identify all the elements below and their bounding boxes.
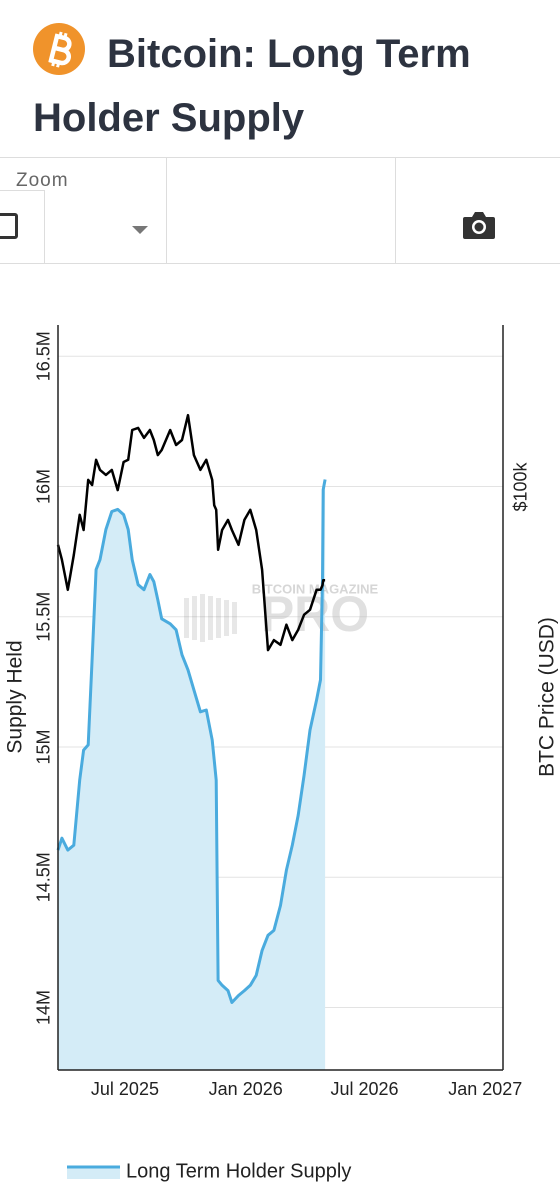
toolbar-divider: [395, 158, 396, 263]
x-tick-label: Jan 2026: [209, 1079, 283, 1099]
watermark: [184, 594, 237, 642]
x-tick-label: Jul 2025: [91, 1079, 159, 1099]
legend-swatch-fill: [67, 1167, 120, 1179]
page-header: Bitcoin: Long Term Holder Supply: [33, 22, 533, 150]
y-tick-label: 14.5M: [34, 852, 54, 902]
area: [58, 479, 326, 1070]
y-axis-title: Supply Held: [4, 640, 27, 753]
bitcoin-icon: [33, 23, 85, 75]
y-tick-label: 15M: [34, 729, 54, 764]
toolbar: Zoom: [0, 157, 560, 264]
zoom-button[interactable]: [0, 213, 18, 239]
watermark-small: BITCOIN MAGAZINE: [252, 581, 379, 596]
x-tick-label: Jul 2026: [330, 1079, 398, 1099]
y-tick-label: 14M: [34, 990, 54, 1025]
y-tick-label: 15.5M: [34, 592, 54, 642]
y2-axis-title: BTC Price (USD): [536, 617, 559, 777]
y-tick-label: 16M: [34, 469, 54, 504]
toolbar-divider: [44, 190, 45, 263]
toolbar-divider: [0, 190, 44, 191]
camera-button[interactable]: [462, 210, 496, 240]
legend-label: Long Term Holder Supply: [126, 1160, 351, 1182]
line: [56, 479, 327, 1004]
page-title: Bitcoin: Long Term Holder Supply: [33, 32, 471, 140]
line: [56, 413, 326, 652]
y2-tick-label: $100k: [511, 461, 531, 511]
y-tick-label: 16.5M: [34, 331, 54, 381]
x-tick-label: Jan 2027: [448, 1079, 522, 1099]
toolbar-divider: [166, 158, 167, 263]
zoom-label: Zoom: [16, 170, 69, 191]
zoom-dropdown[interactable]: [130, 224, 150, 236]
